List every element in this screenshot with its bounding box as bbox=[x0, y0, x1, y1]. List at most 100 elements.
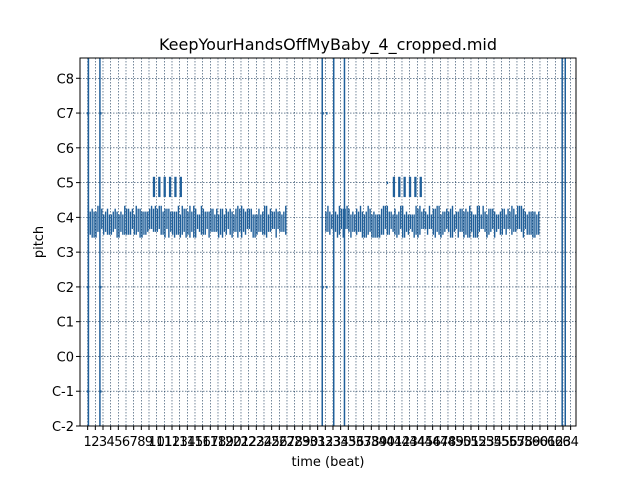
note-bar bbox=[371, 214, 373, 238]
note-bar bbox=[162, 211, 164, 235]
note-bar bbox=[478, 205, 481, 232]
note-bar bbox=[156, 208, 159, 232]
note-bar bbox=[520, 205, 523, 232]
x-tick-label: 27 bbox=[279, 435, 296, 450]
note-bar bbox=[377, 214, 379, 238]
vertical-grid bbox=[87, 58, 571, 426]
note-bar bbox=[403, 176, 406, 198]
x-tick-label: 26 bbox=[271, 435, 288, 450]
note-mark bbox=[86, 112, 89, 115]
note-bar bbox=[400, 205, 402, 229]
note-bar bbox=[260, 214, 262, 232]
x-tick-label: 32 bbox=[317, 435, 334, 450]
note-bar bbox=[124, 205, 126, 235]
note-bar bbox=[216, 208, 218, 232]
note-bar bbox=[101, 208, 103, 229]
note-bar bbox=[444, 211, 446, 232]
x-tick-label: 59 bbox=[524, 435, 541, 450]
note-bar bbox=[394, 208, 396, 235]
note-bar bbox=[114, 208, 116, 229]
note-bar bbox=[99, 58, 101, 426]
x-tick-label: 60 bbox=[532, 435, 549, 450]
note-bar bbox=[375, 214, 377, 238]
x-tick-label: 33 bbox=[325, 435, 342, 450]
dense-note-regions bbox=[87, 205, 540, 238]
note-bar bbox=[248, 208, 251, 229]
note-bar bbox=[336, 214, 339, 238]
x-tick-label: 24 bbox=[256, 435, 273, 450]
note-bar bbox=[219, 208, 222, 235]
note-bar bbox=[231, 211, 233, 238]
note-bar bbox=[170, 211, 172, 232]
note-bar bbox=[392, 214, 394, 232]
note-bar bbox=[359, 205, 362, 232]
note-bar bbox=[534, 211, 536, 238]
note-bar bbox=[91, 208, 93, 238]
note-bar bbox=[384, 205, 387, 229]
note-bar bbox=[419, 176, 422, 198]
note-bar bbox=[440, 214, 442, 238]
note-bar bbox=[158, 176, 161, 198]
note-bar bbox=[455, 211, 458, 229]
note-bar bbox=[536, 214, 538, 235]
x-tick-label: 42 bbox=[394, 435, 411, 450]
note-bar bbox=[137, 208, 139, 232]
note-mark bbox=[386, 181, 389, 185]
note-bar bbox=[355, 208, 358, 235]
note-bar bbox=[348, 208, 350, 232]
note-bar bbox=[160, 205, 162, 235]
note-bar bbox=[240, 205, 243, 238]
note-bar bbox=[457, 211, 459, 238]
note-bar bbox=[472, 214, 475, 238]
note-bar bbox=[258, 208, 260, 232]
note-bar bbox=[174, 176, 177, 198]
note-bar bbox=[421, 211, 423, 229]
note-bar bbox=[532, 211, 534, 238]
note-bar bbox=[507, 208, 509, 229]
note-bar bbox=[453, 214, 456, 232]
note-bar bbox=[516, 205, 519, 229]
note-bar bbox=[398, 176, 401, 198]
note-bar bbox=[168, 208, 170, 238]
x-tick-label: 31 bbox=[309, 435, 326, 450]
x-tick-label: 14 bbox=[179, 435, 196, 450]
y-axis-label: pitch bbox=[32, 226, 47, 258]
note-bar bbox=[173, 211, 176, 238]
note-bar bbox=[424, 211, 427, 229]
note-bar bbox=[428, 205, 431, 229]
x-tick-label: 28 bbox=[286, 435, 303, 450]
note-bar bbox=[419, 205, 421, 235]
note-bar bbox=[152, 208, 155, 232]
note-bar bbox=[392, 176, 396, 198]
x-tick-label: 64 bbox=[562, 435, 579, 450]
note-bar bbox=[177, 205, 180, 235]
note-bar bbox=[405, 211, 408, 232]
note-bar bbox=[411, 214, 413, 232]
note-bar bbox=[413, 214, 415, 238]
note-bar bbox=[239, 208, 241, 232]
note-bar bbox=[409, 214, 412, 229]
note-bar bbox=[503, 208, 505, 229]
x-tick-label: 8 bbox=[137, 435, 145, 450]
x-tick-label: 36 bbox=[348, 435, 365, 450]
note-bar bbox=[407, 214, 410, 235]
note-bar bbox=[163, 176, 166, 198]
x-tick-label: 58 bbox=[516, 435, 533, 450]
note-bar bbox=[158, 205, 160, 229]
note-bar bbox=[401, 205, 404, 238]
note-bar bbox=[250, 208, 252, 232]
note-bar bbox=[329, 211, 331, 235]
x-tick-label: 47 bbox=[432, 435, 449, 450]
note-bar bbox=[526, 214, 528, 235]
x-tick-label: 53 bbox=[478, 435, 495, 450]
note-bar bbox=[104, 211, 107, 232]
x-tick-label: 23 bbox=[248, 435, 265, 450]
x-tick-label: 41 bbox=[386, 435, 403, 450]
x-tick-label: 57 bbox=[509, 435, 526, 450]
y-tick-label: C7 bbox=[57, 107, 74, 122]
note-bar bbox=[145, 211, 147, 235]
note-bar bbox=[449, 208, 452, 238]
note-bar bbox=[365, 211, 367, 238]
note-bar bbox=[509, 211, 511, 229]
note-bar bbox=[363, 214, 366, 238]
